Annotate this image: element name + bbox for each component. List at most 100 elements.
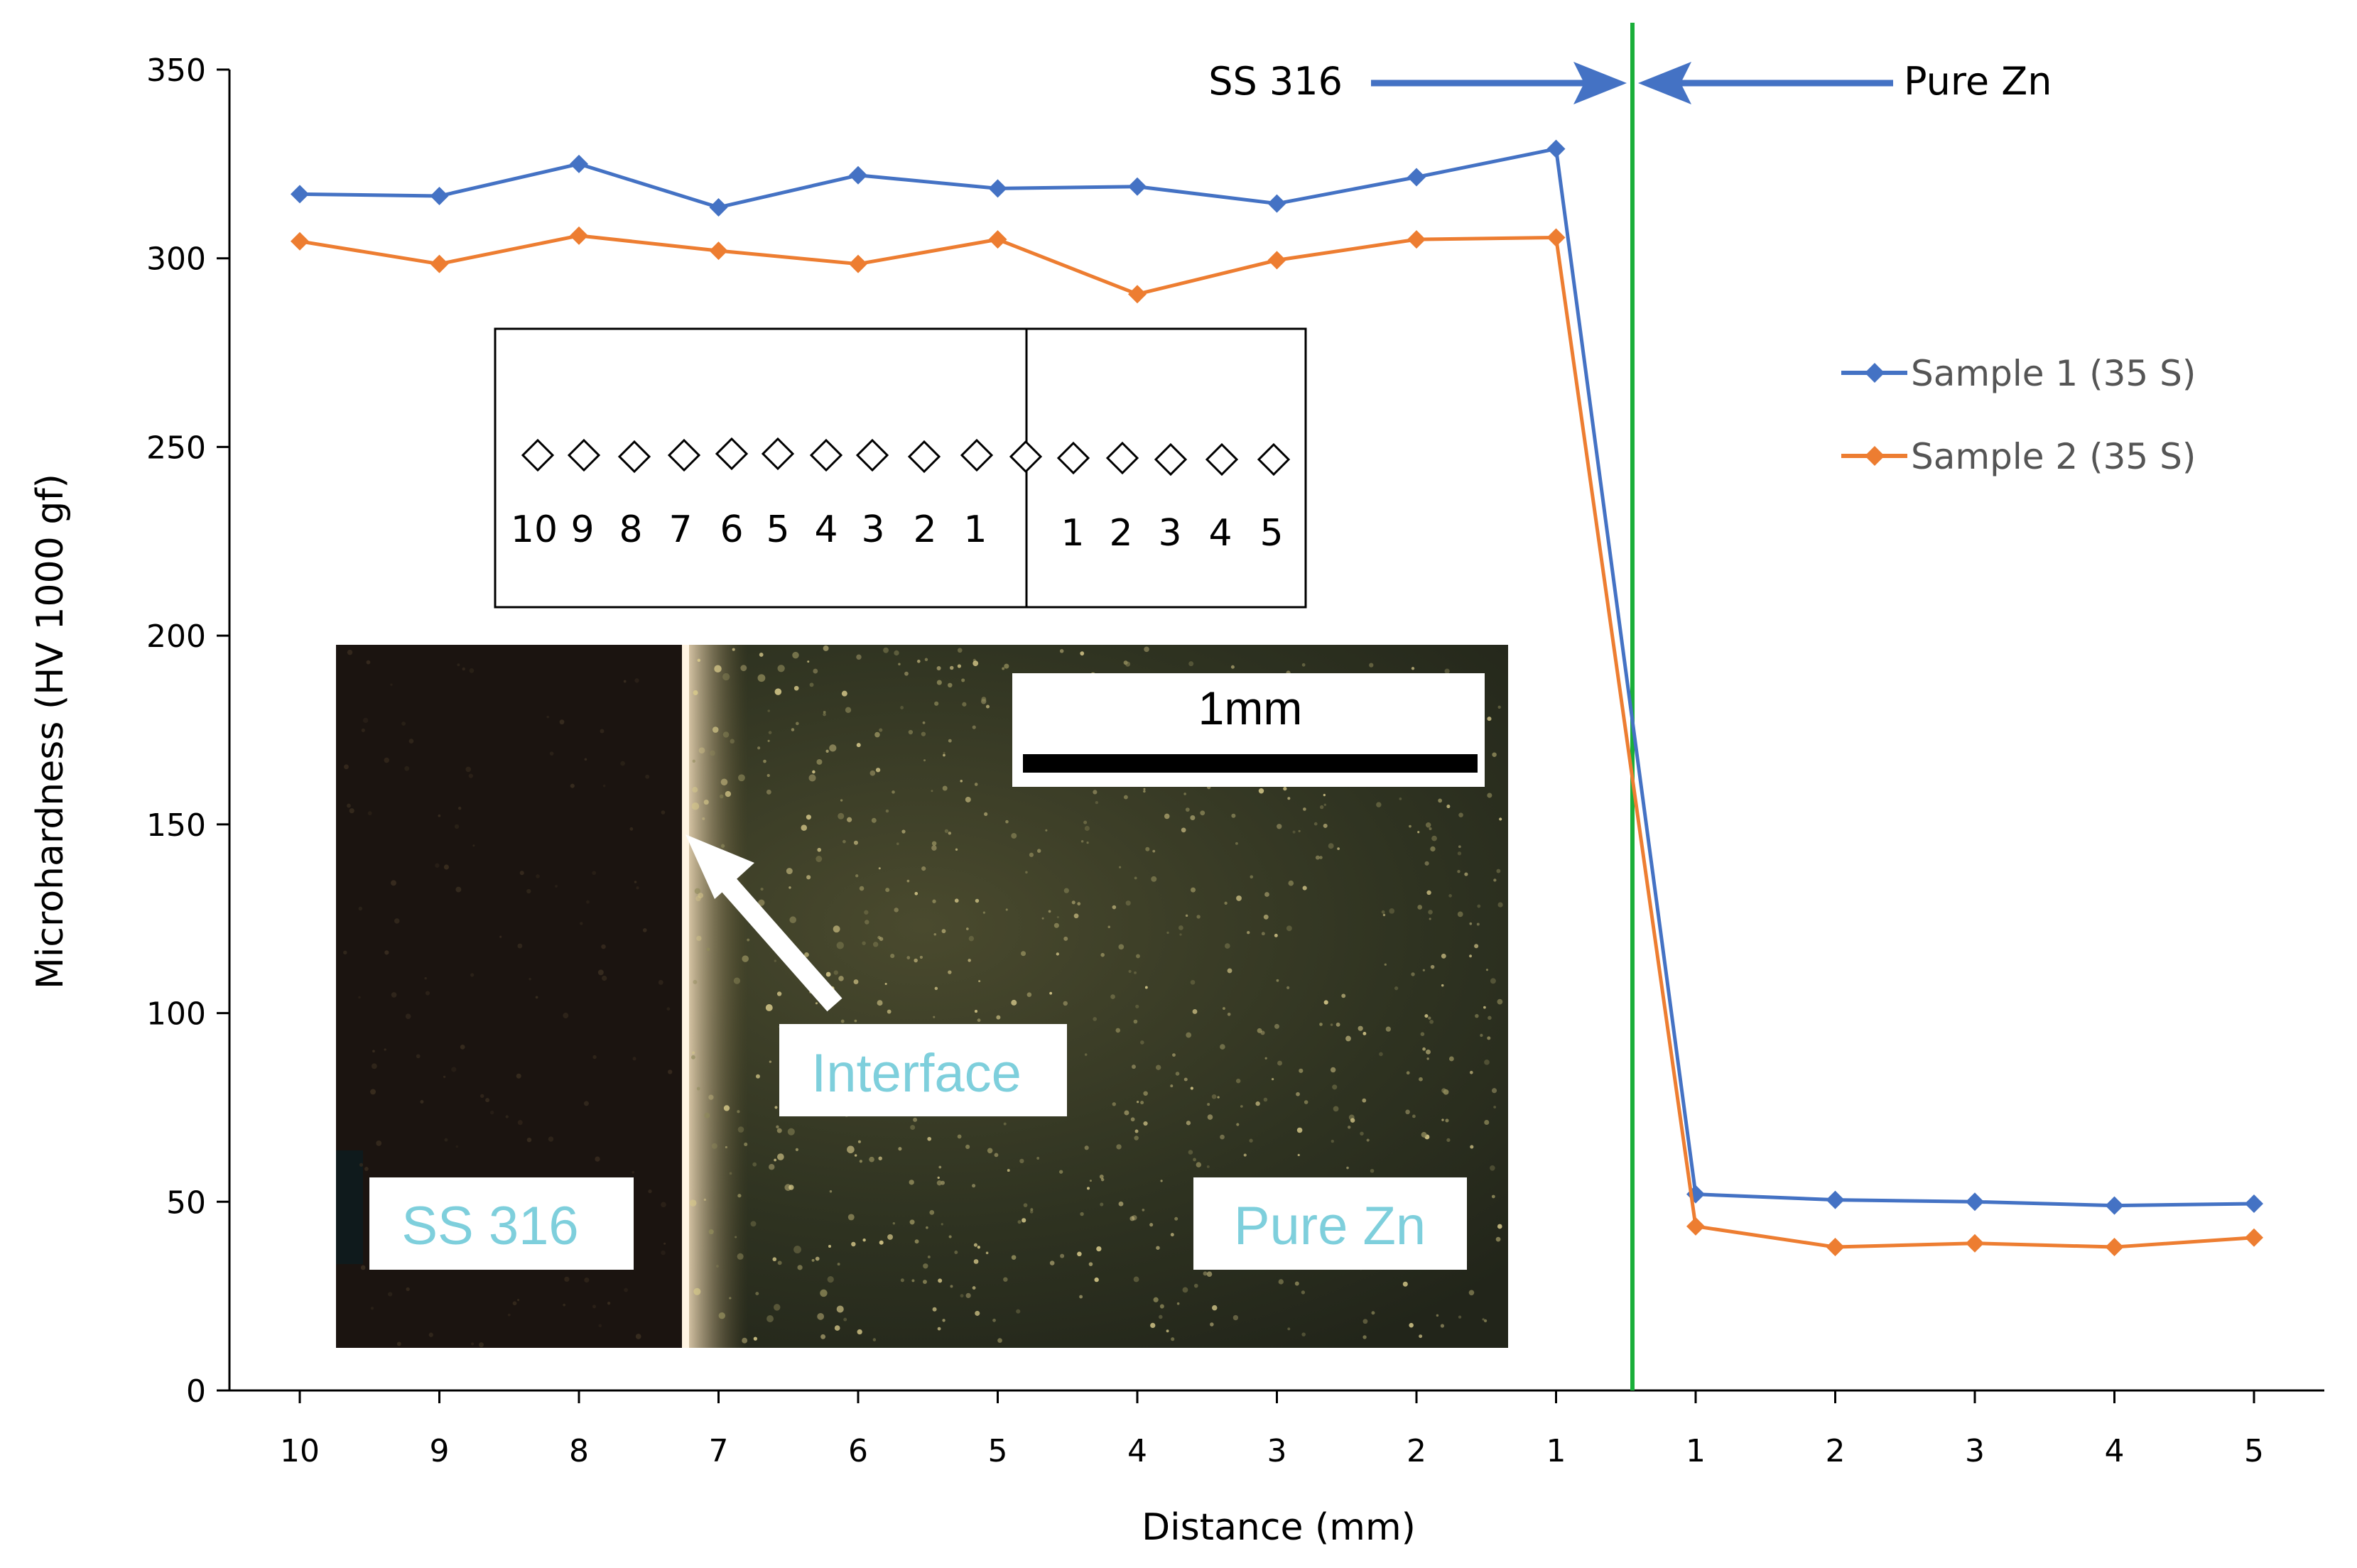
purezn-arrow-head	[1638, 62, 1691, 104]
scale-bar-label: 1mm	[1198, 682, 1303, 734]
indent-number-left: 6	[720, 508, 743, 551]
data-point	[2105, 1238, 2124, 1257]
indent-number-left: 9	[570, 508, 594, 551]
y-tick-label: 150	[146, 807, 206, 844]
x-tick-label: 3	[1267, 1433, 1287, 1469]
indent-number-right: 3	[1158, 512, 1181, 555]
data-point	[1826, 1238, 1845, 1257]
data-point	[1407, 230, 1426, 249]
indent-marker	[1056, 441, 1090, 475]
x-tick-label: 7	[709, 1433, 729, 1469]
indent-marker	[1205, 442, 1239, 477]
legend-marker-sample1	[1865, 363, 1885, 383]
legend-entry-sample2: Sample 2 (35 S)	[1841, 436, 2196, 477]
series-1	[291, 139, 2263, 1215]
scale-bar	[1023, 754, 1478, 773]
data-point	[1267, 251, 1286, 270]
x-tick-label: 1	[1546, 1433, 1566, 1469]
indent-number-left: 10	[511, 508, 558, 551]
indent-number-left: 2	[913, 508, 936, 551]
legend: Sample 1 (35 S) Sample 2 (35 S)	[1841, 353, 2196, 477]
y-tick-label: 250	[146, 430, 206, 466]
y-axis-title: Microhardness (HV 1000 gf)	[29, 474, 72, 989]
data-point	[1546, 228, 1566, 247]
ss316-micro-label: SS 316	[401, 1196, 578, 1256]
purezn-micro-label: Pure Zn	[1234, 1196, 1426, 1256]
indent-number-left: 1	[963, 508, 987, 551]
micrograph-inset: 1mm Interface SS 316 Pure Zn	[336, 645, 1508, 1348]
schematic-box	[494, 327, 1307, 609]
indent-marker	[567, 438, 601, 472]
x-tick-label: 2	[1826, 1433, 1846, 1469]
indent-marker	[1257, 442, 1291, 477]
legend-entry-sample1: Sample 1 (35 S)	[1841, 353, 2196, 394]
indent-schematic: 10 9 8 7 6 5 4 3 2 1 1 2 3 4 5	[494, 327, 1307, 609]
purezn-label-box	[1193, 1177, 1467, 1270]
data-point	[2245, 1228, 2263, 1247]
purezn-annotation: Pure Zn	[1904, 59, 2052, 104]
data-point	[1966, 1234, 1984, 1253]
ss316-label-box	[369, 1177, 634, 1270]
data-point	[988, 230, 1007, 249]
interface-line	[682, 645, 689, 1348]
indent-number-left: 5	[766, 508, 789, 551]
y-tick-label: 200	[146, 619, 206, 655]
indent-marker	[761, 437, 795, 471]
y-tick-label: 100	[146, 996, 206, 1033]
indent-number-left: 8	[619, 508, 642, 551]
data-point	[1407, 168, 1426, 187]
y-tick-label: 350	[146, 53, 206, 89]
x-tick-label: 5	[2244, 1433, 2264, 1469]
indent-marker	[1009, 440, 1043, 474]
x-tick-label: 3	[1965, 1433, 1985, 1469]
data-point	[570, 154, 588, 173]
x-tick-label: 8	[569, 1433, 589, 1469]
data-point	[1826, 1190, 1845, 1209]
x-tick-label: 6	[848, 1433, 868, 1469]
data-point	[1686, 1216, 1705, 1236]
y-tick-label: 0	[186, 1373, 206, 1410]
data-point	[709, 241, 728, 261]
indent-number-left: 4	[814, 508, 838, 551]
indent-marker	[960, 438, 994, 472]
indent-number-left: 3	[861, 508, 884, 551]
x-tick-label: 9	[430, 1433, 450, 1469]
data-point	[988, 179, 1007, 198]
data-point	[2245, 1194, 2263, 1213]
indent-number-right: 4	[1208, 512, 1232, 555]
data-point	[291, 232, 309, 251]
indent-number-right: 1	[1061, 512, 1084, 555]
ss316-arrow-head	[1573, 62, 1627, 104]
indent-number-left: 7	[668, 508, 692, 551]
data-point	[709, 197, 728, 217]
series-2	[291, 226, 2263, 1257]
y-tick-label: 50	[166, 1185, 206, 1221]
indent-marker	[1154, 442, 1188, 477]
indent-number-right: 2	[1109, 512, 1132, 555]
data-point	[1128, 285, 1147, 304]
legend-label-sample2: Sample 2 (35 S)	[1911, 436, 2196, 477]
x-tick-label: 4	[2105, 1433, 2125, 1469]
ss316-annotation: SS 316	[1208, 59, 1343, 104]
data-point	[849, 165, 867, 185]
region-annotations: SS 316 Pure Zn	[1208, 59, 2052, 104]
interface-arrow-shaft	[710, 865, 842, 1012]
data-point	[2105, 1196, 2124, 1215]
data-point	[570, 226, 588, 245]
indent-marker	[617, 440, 651, 474]
indent-marker	[809, 438, 843, 472]
data-point	[1128, 177, 1147, 196]
indent-marker	[1105, 441, 1139, 475]
x-tick-label: 10	[280, 1433, 320, 1469]
legend-marker-sample2	[1865, 446, 1885, 466]
x-tick-label: 4	[1127, 1433, 1147, 1469]
x-tick-label: 5	[988, 1433, 1008, 1469]
interface-glow	[684, 645, 748, 1348]
data-point	[430, 187, 449, 206]
x-tick-label: 2	[1407, 1433, 1426, 1469]
steel-shade	[336, 1150, 363, 1264]
indent-marker	[907, 440, 941, 474]
interface-label-box	[779, 1024, 1067, 1116]
